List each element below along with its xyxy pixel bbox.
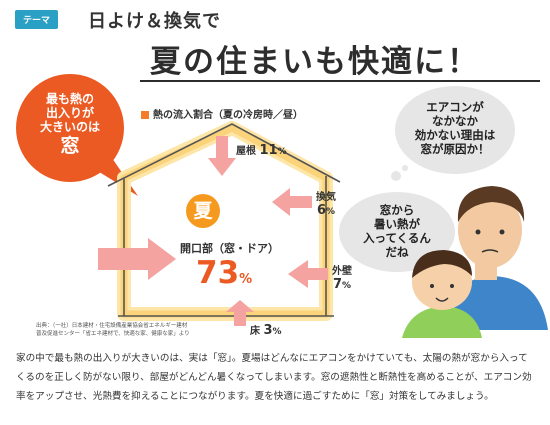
roof-unit: % [277,147,287,157]
roof-value: 11 [259,143,278,158]
legend-text: 熱の流入割合（夏の冷房時／昼） [153,110,303,121]
theme-tag: テーマ [15,10,59,29]
floor-value: 3 [263,323,273,338]
opening-label: 開口部（窓・ドア） [180,242,279,255]
opening-value: 73 [196,255,240,291]
thought-question: エアコンが なかなか 効かない理由は 窓が原因か！ [398,100,512,156]
source-note: 出典：（一社）日本建材・住宅設備産業協会省エネルギー建材 普及促進センター「省エ… [36,322,256,338]
heat-arrows [98,136,328,326]
callout-big-word: 窓 [60,135,80,157]
arrow-floor [226,300,254,326]
thought-q-line-4: 窓が原因か！ [420,142,490,156]
ventilation-value: 6 [316,203,326,218]
label-ventilation: 換気 6% [316,188,336,218]
wall-value: 7 [332,277,342,292]
thought-answer: 窓から 暑い熱が 入ってくるん だね [344,203,450,259]
thought-k-line-2: 暑い熱が [374,217,420,231]
title-underline [140,80,540,82]
summer-symbol: 夏 [186,194,220,228]
diagram-legend: 熱の流入割合（夏の冷房時／昼） [141,106,303,121]
opening-unit: % [239,272,253,287]
thought-q-line-1: エアコンが [426,100,484,114]
callout-line-1: 最も熱の [45,92,94,106]
arrow-ventilation [272,188,312,216]
label-floor: 床 3% [250,322,282,338]
body-paragraph: 家の中で最も熱の出入りが大きいのは、実は「窓」。夏場はどんなにエアコンをかけてい… [16,353,532,402]
source-line-1: 出典：（一社）日本建材・住宅設備産業協会省エネルギー建材 [36,323,188,329]
page-title: 夏の住まいも快適に！ [150,44,480,80]
callout-line-2: 出入りが [45,106,94,120]
callout-line-3: 大きいのは [39,120,100,134]
label-wall: 外壁 7% [332,262,352,292]
floor-unit: % [272,327,282,337]
subtitle: 日よけ＆換気で [88,11,221,32]
wall-label: 外壁 [332,266,352,277]
thought-k-line-3: 入ってくるん [363,231,431,245]
thought-q-line-3: 効かない理由は [414,128,496,142]
arrow-opening [98,238,176,280]
house-outline [107,123,341,317]
floor-label: 床 [250,326,260,337]
ventilation-label: 換気 [316,192,336,203]
opening-percentage: 73% [196,255,252,291]
thought-q-line-2: なかなか [432,114,478,128]
legend-swatch [141,111,149,119]
thought-k-line-4: だね [385,245,409,259]
thought-bubbles [339,86,515,272]
label-roof: 屋根 11% [236,142,287,158]
source-line-2: 普及促進センター「省エネ建材で、快適な家、健康な家」より [36,331,190,337]
callout-text: 最も熱の 出入りが 大きいのは 窓 [26,92,114,157]
roof-label: 屋根 [236,146,256,157]
ventilation-unit: % [326,207,336,217]
arrow-wall [288,260,328,288]
child-illustration [402,250,482,338]
thought-k-line-1: 窓から [379,203,415,217]
arrow-roof [208,136,236,176]
wall-unit: % [342,281,352,291]
